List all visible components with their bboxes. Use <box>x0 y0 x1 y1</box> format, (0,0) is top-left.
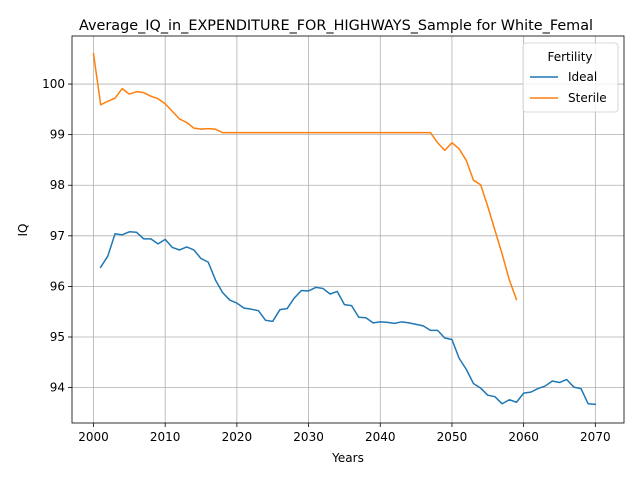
x-tick-label: 2050 <box>437 430 468 444</box>
x-tick-label: 2070 <box>580 430 611 444</box>
x-tick-label: 2020 <box>222 430 253 444</box>
x-axis-ticks: 2000 2010 2020 2030 2040 2050 2060 2070 <box>78 423 611 444</box>
y-tick-label: 94 <box>50 381 65 395</box>
x-tick-label: 2030 <box>293 430 324 444</box>
series-lines <box>92 52 597 406</box>
series-line-ideal <box>99 231 597 406</box>
x-tick-label: 2060 <box>508 430 539 444</box>
y-tick-label: 100 <box>42 77 65 91</box>
x-tick-label: 2010 <box>150 430 181 444</box>
legend-title: Fertility <box>547 50 592 64</box>
chart-title: Average_IQ_in_EXPENDITURE_FOR_HIGHWAYS_S… <box>79 18 593 34</box>
legend-label-ideal: Ideal <box>568 70 597 84</box>
x-tick-label: 2040 <box>365 430 396 444</box>
y-tick-label: 98 <box>50 178 65 192</box>
x-axis-label: Years <box>331 451 364 465</box>
legend: Fertility Ideal Sterile <box>522 42 619 113</box>
y-tick-label: 97 <box>50 229 65 243</box>
y-tick-label: 99 <box>50 128 65 142</box>
plot-area-frame <box>71 35 625 424</box>
legend-label-sterile: Sterile <box>568 91 607 105</box>
y-axis-ticks: 94 95 96 97 98 99 100 <box>42 77 72 395</box>
y-axis-label: IQ <box>16 224 30 237</box>
legend-box <box>522 42 619 113</box>
x-tick-label: 2000 <box>78 430 109 444</box>
series-line-sterile <box>92 52 518 301</box>
y-tick-label: 96 <box>50 279 65 293</box>
y-tick-label: 95 <box>50 330 65 344</box>
